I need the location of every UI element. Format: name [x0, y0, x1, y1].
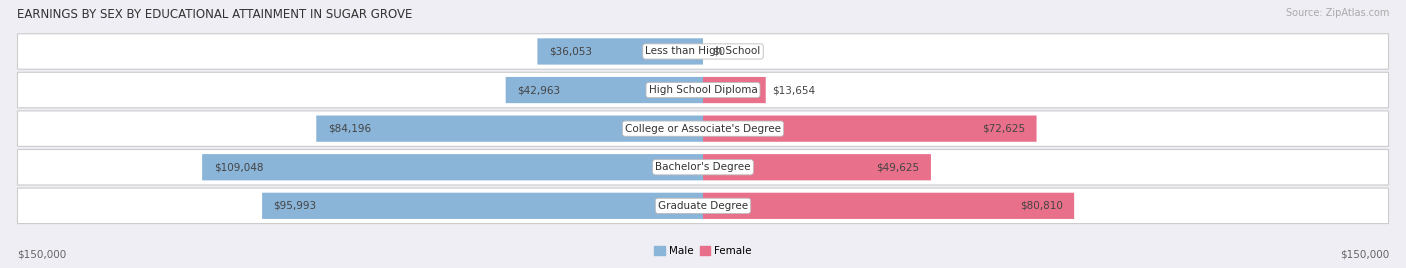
FancyBboxPatch shape [537, 38, 703, 65]
Text: $95,993: $95,993 [274, 201, 316, 211]
Text: Source: ZipAtlas.com: Source: ZipAtlas.com [1285, 8, 1389, 18]
Text: Graduate Degree: Graduate Degree [658, 201, 748, 211]
Text: Bachelor's Degree: Bachelor's Degree [655, 162, 751, 172]
Text: High School Diploma: High School Diploma [648, 85, 758, 95]
FancyBboxPatch shape [202, 154, 703, 180]
Text: $109,048: $109,048 [214, 162, 263, 172]
FancyBboxPatch shape [703, 77, 766, 103]
FancyBboxPatch shape [17, 34, 1389, 69]
Text: $0: $0 [713, 46, 725, 57]
FancyBboxPatch shape [703, 154, 931, 180]
Text: $36,053: $36,053 [548, 46, 592, 57]
Legend: Male, Female: Male, Female [650, 242, 756, 260]
FancyBboxPatch shape [703, 116, 1036, 142]
Text: EARNINGS BY SEX BY EDUCATIONAL ATTAINMENT IN SUGAR GROVE: EARNINGS BY SEX BY EDUCATIONAL ATTAINMEN… [17, 8, 412, 21]
FancyBboxPatch shape [506, 77, 703, 103]
FancyBboxPatch shape [17, 111, 1389, 146]
Text: Less than High School: Less than High School [645, 46, 761, 57]
Text: $49,625: $49,625 [876, 162, 920, 172]
Text: $150,000: $150,000 [17, 250, 66, 260]
Text: $42,963: $42,963 [517, 85, 560, 95]
Text: $150,000: $150,000 [1340, 250, 1389, 260]
FancyBboxPatch shape [17, 150, 1389, 185]
Text: $84,196: $84,196 [328, 124, 371, 134]
Text: $13,654: $13,654 [773, 85, 815, 95]
Text: $72,625: $72,625 [981, 124, 1025, 134]
Text: $80,810: $80,810 [1019, 201, 1063, 211]
FancyBboxPatch shape [316, 116, 703, 142]
FancyBboxPatch shape [262, 193, 703, 219]
FancyBboxPatch shape [17, 72, 1389, 108]
Text: College or Associate's Degree: College or Associate's Degree [626, 124, 780, 134]
FancyBboxPatch shape [703, 193, 1074, 219]
FancyBboxPatch shape [17, 188, 1389, 224]
